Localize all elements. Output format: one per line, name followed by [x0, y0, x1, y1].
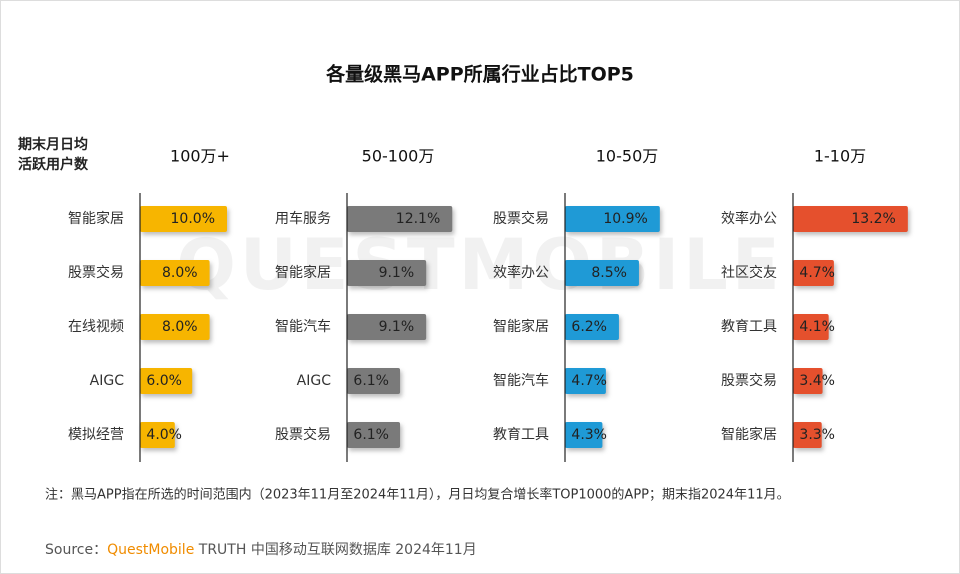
value-label: 4.7%: [571, 373, 607, 389]
note: 注：黑马APP指在所选的时间范围内（2023年11月至2024年11月），月日均…: [45, 487, 790, 503]
category-label: 模拟经营: [68, 427, 124, 443]
bar: [793, 314, 829, 340]
value-label: 6.1%: [353, 373, 389, 389]
bar: [565, 368, 606, 394]
row-header: 期末月日均: [18, 136, 88, 153]
chart-title: 各量级黑马APP所属行业占比TOP5: [325, 63, 634, 86]
value-label: 4.3%: [571, 427, 607, 443]
watermark: QUESTMOBILE: [176, 224, 783, 306]
bar: [347, 368, 401, 394]
bar: [347, 206, 453, 232]
category-label: 股票交易: [493, 210, 549, 227]
bar: [565, 260, 639, 286]
bar: [793, 260, 834, 286]
source-brand: QuestMobile: [107, 542, 194, 558]
category-label: 社区交友: [721, 264, 777, 281]
category-label: AIGC: [297, 373, 332, 389]
category-label: 智能家居: [721, 426, 777, 443]
category-label: 智能汽车: [493, 372, 549, 389]
category-label: 智能家居: [275, 264, 331, 281]
value-label: 12.1%: [396, 211, 440, 227]
category-label: 股票交易: [721, 372, 777, 389]
bar: [565, 206, 660, 232]
panel-title: 10-50万: [596, 147, 659, 166]
bar: [140, 314, 210, 340]
bar: [565, 314, 619, 340]
value-label: 4.0%: [146, 427, 182, 443]
panel-title: 100万+: [170, 147, 230, 166]
value-label: 13.2%: [851, 211, 895, 227]
value-label: 8.0%: [162, 265, 198, 281]
bar: [793, 206, 908, 232]
source: Source：QuestMobile TRUTH 中国移动互联网数据库 2024…: [45, 542, 477, 558]
value-label: 3.4%: [799, 373, 835, 389]
category-label: 在线视频: [68, 319, 124, 335]
row-header: 活跃用户数: [18, 156, 89, 173]
value-label: 9.1%: [379, 319, 415, 335]
bar: [565, 422, 603, 448]
category-label: 效率办公: [493, 264, 549, 281]
source-text: TRUTH 中国移动互联网数据库 2024年11月: [198, 542, 477, 558]
bar: [793, 368, 823, 394]
bar: [140, 422, 175, 448]
value-label: 4.7%: [799, 265, 835, 281]
bar: [347, 422, 401, 448]
value-label: 8.5%: [591, 265, 627, 281]
value-label: 6.1%: [353, 427, 389, 443]
value-label: 10.0%: [171, 211, 215, 227]
category-label: 效率办公: [721, 210, 777, 227]
value-label: 3.3%: [799, 427, 835, 443]
panel-title: 1-10万: [814, 147, 866, 166]
category-label: 智能家居: [68, 210, 124, 227]
value-label: 9.1%: [379, 265, 415, 281]
category-label: 用车服务: [275, 210, 331, 227]
value-label: 10.9%: [603, 211, 647, 227]
source-label: Source：: [45, 542, 107, 558]
bar: [140, 368, 193, 394]
bar: [347, 314, 427, 340]
value-label: 4.1%: [799, 319, 835, 335]
category-label: 教育工具: [493, 427, 549, 443]
panel-title: 50-100万: [362, 147, 435, 166]
category-label: 股票交易: [68, 264, 124, 281]
category-label: AIGC: [90, 373, 125, 389]
bar: [793, 422, 822, 448]
bar: [140, 206, 227, 232]
category-label: 智能家居: [493, 318, 549, 335]
category-label: 股票交易: [275, 426, 331, 443]
category-label: 智能汽车: [275, 318, 331, 335]
value-label: 8.0%: [162, 319, 198, 335]
category-label: 教育工具: [721, 319, 777, 335]
value-label: 6.0%: [146, 373, 182, 389]
value-label: 6.2%: [571, 319, 607, 335]
bar: [140, 260, 210, 286]
bar: [347, 260, 427, 286]
